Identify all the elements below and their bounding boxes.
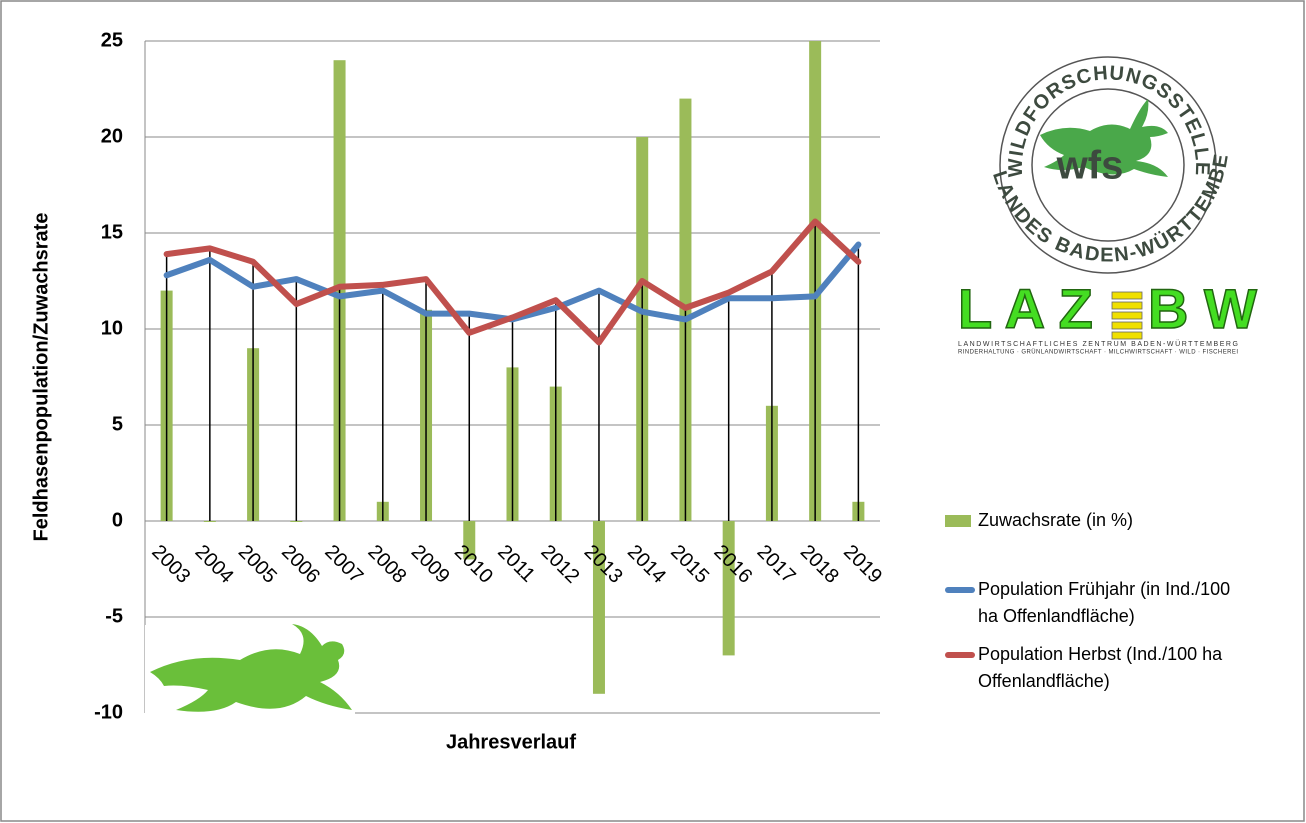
logo-lazbw-left: L A Z [958, 277, 1093, 340]
legend-label: Population Herbst (Ind./100 ha Offenland… [978, 641, 1240, 695]
legend-label: Population Frühjahr (in Ind./100 ha Offe… [978, 576, 1240, 630]
y-tick-label: 25 [101, 29, 123, 51]
page: -10-505101520252003200420052006200720082… [0, 0, 1306, 823]
logo-wfs: wfs [1056, 144, 1124, 188]
logo-lazbw-right: B W [1148, 277, 1257, 340]
bar [290, 521, 302, 522]
y-tick-label: -5 [105, 605, 123, 627]
chart: -10-505101520252003200420052006200720082… [0, 0, 1306, 823]
y-tick-label: -10 [94, 701, 123, 723]
y-tick-label: 20 [101, 125, 123, 147]
bar [204, 521, 216, 522]
legend-label: Zuwachsrate (in %) [978, 507, 1240, 534]
y-tick-label: 15 [101, 221, 123, 243]
y-tick-label: 0 [112, 509, 123, 531]
x-axis-title: Jahresverlauf [446, 731, 576, 753]
y-tick-label: 5 [112, 413, 123, 435]
logo-lazbw-line2: RINDERHALTUNG · GRÜNLANDWIRTSCHAFT · MIL… [958, 349, 1238, 356]
legend-swatch [945, 515, 971, 527]
y-tick-label: 10 [101, 317, 123, 339]
y-axis-title: Feldhasenpopulation/Zuwachsrate [30, 213, 52, 542]
